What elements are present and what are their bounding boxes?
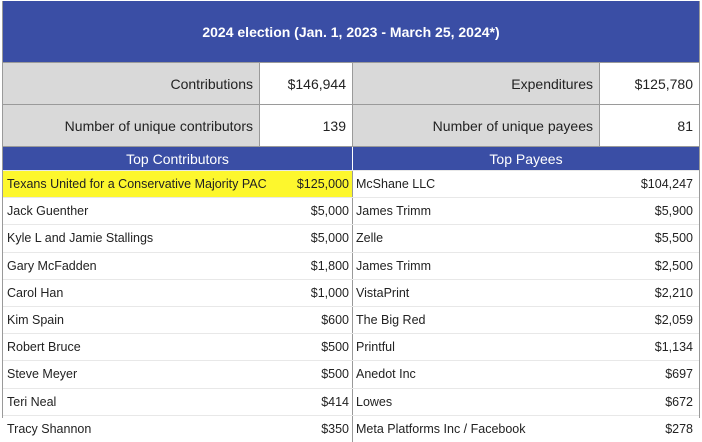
- contribution-amount: $1,000: [273, 279, 353, 306]
- payment-amount: $697: [665, 367, 693, 382]
- table-row: Tracy Shannon $350 Meta Platforms Inc / Fa…: [3, 414, 699, 442]
- table-row: Jack Guenther $5,000 James Trimm $5,900: [3, 197, 699, 225]
- contributor-name: Teri Neal: [7, 394, 57, 409]
- table-row: Gary McFadden $1,800 James Trimm $2,500: [3, 251, 699, 279]
- payee-name: Anedot Inc: [356, 367, 416, 382]
- payment-amount: $5,900: [654, 204, 693, 219]
- payment-amount: $104,247: [640, 177, 693, 192]
- contribution-amount: $500: [273, 334, 353, 361]
- contribution-amount: $5,000: [273, 198, 353, 225]
- contributor-name: Robert Bruce: [7, 340, 81, 355]
- contributor-name: Kim Spain: [7, 313, 64, 328]
- payment-amount: $672: [665, 394, 693, 409]
- contributions-value: $146,944: [259, 63, 353, 104]
- contribution-amount: $1,800: [273, 252, 353, 279]
- contributor-name: Steve Meyer: [7, 367, 78, 382]
- column-headers: Top Contributors Top Payees: [3, 146, 699, 170]
- table-row: Robert Bruce $500 Printful $1,134: [3, 333, 699, 361]
- table-row: Carol Han $1,000 VistaPrint $2,210: [3, 278, 699, 306]
- expenditures-value: $125,780: [599, 63, 699, 104]
- contributor-name: Jack Guenther: [7, 204, 89, 219]
- payee-name: Printful: [356, 340, 395, 355]
- contribution-amount: $5,000: [273, 225, 353, 252]
- payees-count-value: 81: [599, 105, 699, 146]
- contributor-name: Texans United for a Conservative Majorit…: [3, 171, 273, 198]
- detail-rows: Texans United for a Conservative Majorit…: [3, 170, 699, 442]
- payment-amount: $5,500: [654, 231, 693, 246]
- contributions-label: Contributions: [3, 63, 259, 104]
- payee-name: VistaPrint: [356, 285, 410, 300]
- table-row: Kim Spain $600 The Big Red $2,059: [3, 305, 699, 334]
- payee-name: James Trimm: [356, 258, 431, 273]
- payee-name: James Trimm: [356, 204, 431, 219]
- payee-name: Meta Platforms Inc / Facebook: [356, 421, 526, 436]
- payee-name: McShane LLC: [356, 177, 436, 192]
- contributors-count-value: 139: [259, 105, 353, 146]
- payment-amount: $2,500: [654, 258, 693, 273]
- contributor-name: Carol Han: [7, 285, 64, 300]
- contributor-name: Kyle L and Jamie Stallings: [7, 231, 154, 246]
- contributors-count-label: Number of unique contributors: [3, 105, 259, 146]
- table-row: Texans United for a Conservative Majorit…: [3, 170, 699, 198]
- payee-name: Zelle: [356, 231, 384, 246]
- summary-row-counts: Number of unique contributors 139 Number…: [3, 104, 699, 146]
- payment-amount: $278: [665, 421, 693, 436]
- payees-count-label: Number of unique payees: [353, 105, 599, 146]
- payee-name: Lowes: [356, 394, 393, 409]
- contribution-amount: $414: [273, 388, 353, 415]
- table-row: Teri Neal $414 Lowes $672: [3, 387, 699, 415]
- contribution-amount: $350: [273, 415, 353, 442]
- summary-row-totals: Contributions $146,944 Expenditures $125…: [3, 62, 699, 104]
- top-payees-header: Top Payees: [353, 147, 699, 170]
- contributor-name: Gary McFadden: [7, 258, 97, 273]
- payee-name: The Big Red: [356, 313, 426, 328]
- top-contributors-header: Top Contributors: [3, 147, 353, 170]
- contribution-amount: $500: [273, 361, 353, 388]
- payment-amount: $1,134: [654, 340, 693, 355]
- table-title: 2024 election (Jan. 1, 2023 - March 25, …: [3, 1, 699, 62]
- contributor-name: Tracy Shannon: [7, 421, 92, 436]
- summary-section: Contributions $146,944 Expenditures $125…: [3, 62, 699, 146]
- expenditures-label: Expenditures: [353, 63, 599, 104]
- payment-amount: $2,059: [654, 313, 693, 328]
- table-row: Steve Meyer $500 Anedot Inc $697: [3, 360, 699, 388]
- table-row: Kyle L and Jamie Stallings $5,000 Zelle $5,…: [3, 224, 699, 252]
- payment-amount: $2,210: [654, 285, 693, 300]
- contribution-amount: $600: [273, 306, 353, 334]
- contribution-amount: $125,000: [273, 171, 353, 198]
